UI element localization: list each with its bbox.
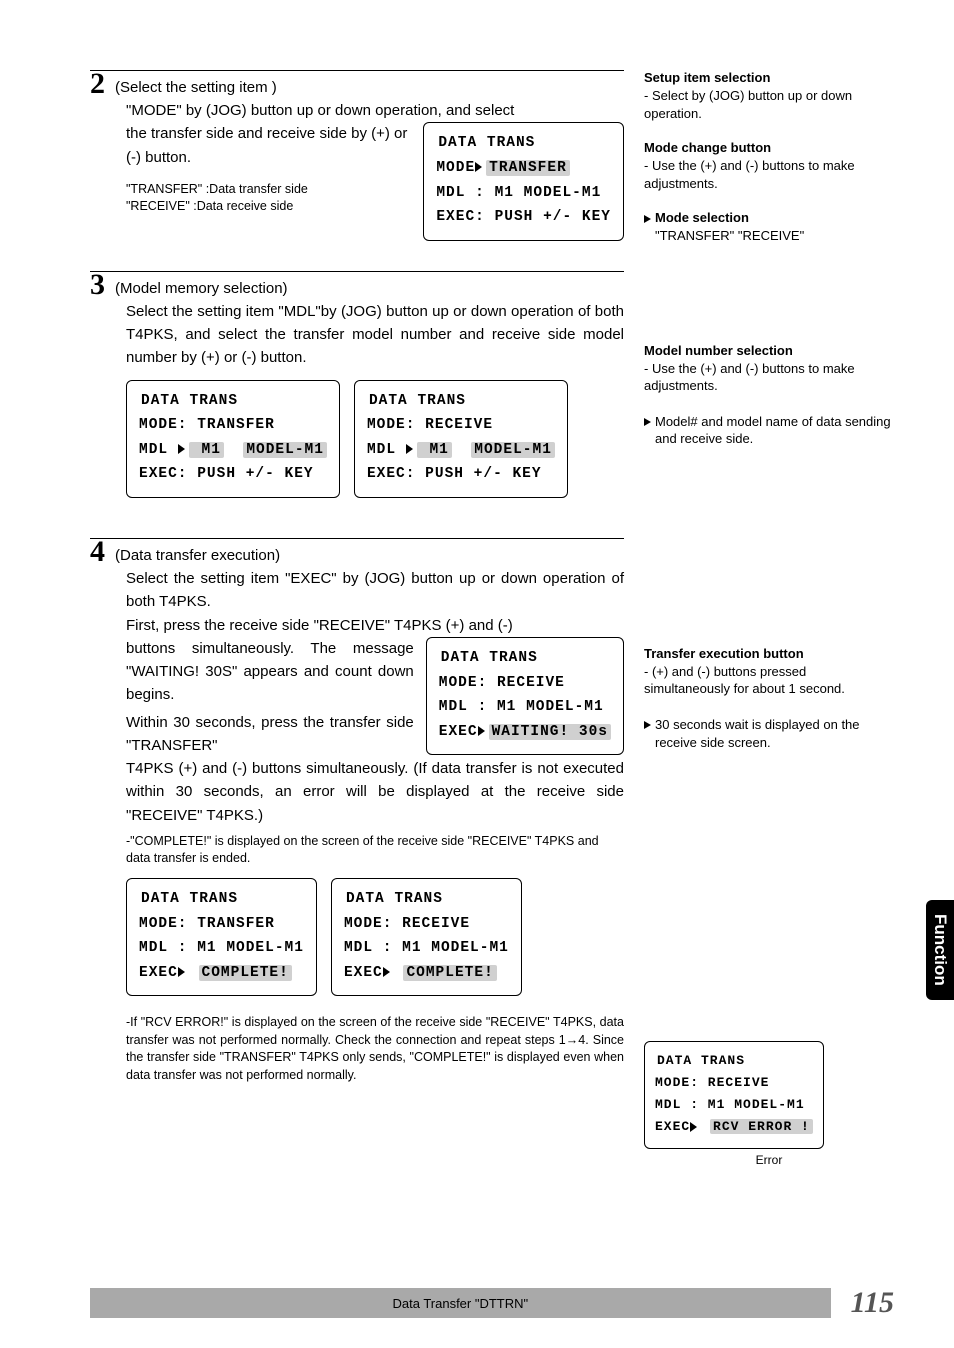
lcd-screen: DATA TRANS MODE: TRANSFER MDL M1 MODEL-M… <box>126 380 340 499</box>
side-body: "TRANSFER" "RECEIVE" <box>655 227 804 245</box>
step-note: -If "RCV ERROR!" is displayed on the scr… <box>126 1014 624 1084</box>
step-text: "MODE" by (JOG) button up or down operat… <box>126 99 624 122</box>
arrow-icon <box>644 721 651 729</box>
step-title: (Select the setting item ) <box>115 73 277 96</box>
step-number: 2 <box>90 69 105 99</box>
error-label: Error <box>644 1153 894 1167</box>
caret-icon <box>178 444 185 454</box>
step-text: Select the setting item "EXEC" by (JOG) … <box>126 567 624 614</box>
step-text: buttons simultaneously. The message "WAI… <box>126 637 414 707</box>
step-text: First, press the receive side "RECEIVE" … <box>126 614 624 637</box>
step-text: T4PKS (+) and (-) buttons simultaneously… <box>126 757 624 827</box>
side-body: - Use the (+) and (-) buttons to make ad… <box>644 157 894 192</box>
lcd-screen: DATA TRANS MODE: RECEIVE MDL M1 MODEL-M1… <box>354 380 568 499</box>
caret-icon <box>178 967 185 977</box>
footer-title: Data Transfer "DTTRN" <box>90 1288 831 1318</box>
caret-icon <box>478 726 485 736</box>
step-title: (Model memory selection) <box>115 274 288 297</box>
side-title: Model number selection <box>644 343 894 358</box>
step-text: Select the setting item "MDL"by (JOG) bu… <box>126 300 624 370</box>
step-text: the transfer side and receive side by (+… <box>126 122 411 169</box>
step-text: Within 30 seconds, press the transfer si… <box>126 711 414 758</box>
side-title: Setup item selection <box>644 70 894 85</box>
footer: Data Transfer "DTTRN" 115 <box>0 1286 954 1320</box>
highlight: TRANSFER <box>486 160 570 176</box>
section-tab: Function <box>926 900 954 1000</box>
step-title: (Data transfer execution) <box>115 541 280 564</box>
lcd-screen-error: DATA TRANS MODE: RECEIVE MDL : M1 MODEL-… <box>644 1041 824 1149</box>
sidebar: Setup item selection - Select by (JOG) b… <box>644 70 894 1167</box>
side-title: Transfer execution button <box>644 646 894 661</box>
step-number: 3 <box>90 270 105 300</box>
caret-icon <box>690 1122 697 1132</box>
lcd-screen: DATA TRANS MODE: RECEIVE MDL : M1 MODEL-… <box>331 878 522 997</box>
step-4: 4 (Data transfer execution) Select the s… <box>90 538 624 1084</box>
lcd-screen: DATA TRANS MODE: RECEIVE MDL : M1 MODEL-… <box>426 637 624 756</box>
caret-icon <box>406 444 413 454</box>
arrow-icon <box>644 418 651 426</box>
page-number: 115 <box>851 1286 894 1320</box>
step-number: 4 <box>90 537 105 567</box>
step-2: 2 (Select the setting item ) "MODE" by (… <box>90 70 624 241</box>
side-body: 30 seconds wait is displayed on the rece… <box>655 716 894 751</box>
legend: "TRANSFER" :Data transfer side "RECEIVE"… <box>126 181 411 216</box>
step-3: 3 (Model memory selection) Select the se… <box>90 271 624 498</box>
side-body: Model# and model name of data sending an… <box>655 413 894 448</box>
side-title: Mode selection <box>655 210 804 225</box>
side-body: - Select by (JOG) button up or down oper… <box>644 87 894 122</box>
lcd-screen: DATA TRANS MODETRANSFER MDL : M1 MODEL-M… <box>423 122 624 241</box>
side-body: - Use the (+) and (-) buttons to make ad… <box>644 360 894 395</box>
step-note: -"COMPLETE!" is displayed on the screen … <box>126 833 624 868</box>
side-body: - (+) and (-) buttons pressed simultaneo… <box>644 663 894 698</box>
arrow-icon <box>644 215 651 223</box>
caret-icon <box>383 967 390 977</box>
lcd-screen: DATA TRANS MODE: TRANSFER MDL : M1 MODEL… <box>126 878 317 997</box>
side-title: Mode change button <box>644 140 894 155</box>
caret-icon <box>475 162 482 172</box>
